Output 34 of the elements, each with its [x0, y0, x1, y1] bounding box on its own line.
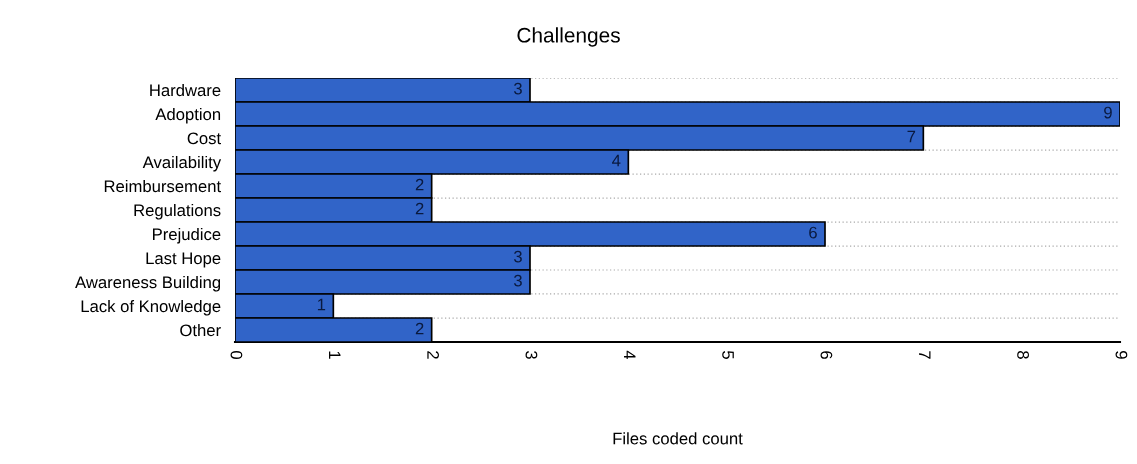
- data-label: 4: [612, 154, 621, 167]
- data-label: 6: [809, 226, 817, 239]
- data-label: 9: [1104, 106, 1112, 119]
- data-label: 2: [415, 322, 424, 335]
- data-label: 7: [907, 130, 916, 143]
- x-tick-label: 0: [230, 350, 243, 359]
- y-tick-label: Prejudice: [153, 227, 221, 244]
- data-label: 3: [513, 82, 522, 95]
- y-tick-label: Hardware: [150, 83, 221, 97]
- x-tick-label: 4: [624, 350, 636, 360]
- x-axis-title: Files coded count: [613, 432, 743, 445]
- y-tick-label: Availability: [142, 155, 222, 172]
- x-tick-label: 1: [329, 351, 341, 359]
- y-tick-label: Lack of Knowledge: [81, 299, 221, 316]
- y-tick-label: Other: [180, 323, 221, 337]
- data-label: 2: [415, 178, 424, 191]
- y-tick-label: Awareness Building: [75, 275, 221, 292]
- data-label: 3: [513, 274, 522, 287]
- x-tick-label: 7: [919, 351, 931, 359]
- data-label: 1: [317, 298, 326, 311]
- y-tick-label: Reimbursement: [104, 179, 221, 193]
- data-label: 3: [513, 250, 522, 263]
- y-tick-label: Regulations: [134, 203, 221, 220]
- y-tick-label: Last Hope: [146, 252, 221, 268]
- x-tick-label: 2: [427, 351, 439, 359]
- y-tick-label: Cost: [187, 132, 221, 145]
- x-tick-label: 9: [1115, 351, 1128, 359]
- x-tick-label: 5: [722, 351, 734, 359]
- x-tick-label: 8: [1017, 351, 1029, 359]
- data-label: 2: [415, 202, 424, 215]
- chart-title: Challenges: [517, 27, 620, 47]
- x-tick-label: 3: [525, 350, 538, 359]
- y-tick-label: Adoption: [155, 107, 221, 124]
- x-tick-label: 6: [820, 351, 833, 359]
